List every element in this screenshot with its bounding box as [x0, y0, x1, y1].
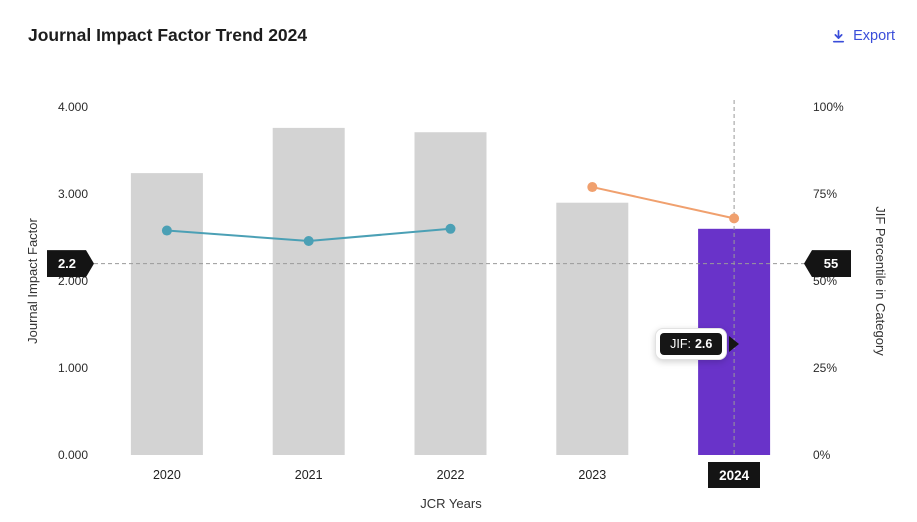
x-axis-title: JCR Years — [420, 496, 482, 511]
x-axis-tick-2022: 2022 — [437, 468, 465, 482]
left-axis-tick: 2.000 — [58, 274, 88, 288]
bar-2023[interactable] — [556, 202, 629, 455]
x-axis-tick-2021: 2021 — [295, 468, 323, 482]
tooltip-arrow — [729, 336, 740, 352]
right-axis-tick: 100% — [813, 100, 844, 114]
crosshair-jif-tag: 2.2 — [47, 250, 94, 277]
right-axis-tick: 50% — [813, 274, 837, 288]
left-axis-tick: 4.000 — [58, 100, 88, 114]
left-axis-tick: 0.000 — [58, 448, 88, 462]
left-axis-title: Journal Impact Factor — [25, 217, 40, 343]
jif-percentile-2020-2022-point-2021[interactable] — [303, 235, 314, 246]
bar-2021[interactable] — [272, 127, 345, 455]
left-axis-tick: 1.000 — [58, 361, 88, 375]
jif-percentile-2023-2024-point-2024[interactable] — [729, 213, 740, 224]
jif-percentile-2020-2022-point-2022[interactable] — [445, 223, 456, 234]
tooltip-pill: JIF: 2.6 — [660, 333, 723, 355]
jif-percentile-2023-2024-line — [592, 186, 735, 220]
tooltip-value: 2.6 — [694, 337, 713, 351]
jif-percentile-2023-2024-point-2023[interactable] — [587, 182, 598, 193]
bar-2020[interactable] — [130, 173, 203, 455]
tooltip-label: JIF: — [670, 337, 691, 351]
bar-2022[interactable] — [414, 132, 487, 456]
right-axis-tick: 0% — [813, 448, 831, 462]
chart-tooltip: JIF: 2.6 — [655, 328, 740, 360]
right-axis-tick: 75% — [813, 187, 837, 201]
x-axis-tick-2020: 2020 — [153, 468, 181, 482]
export-label: Export — [853, 28, 895, 44]
right-axis-tick: 25% — [813, 361, 837, 375]
crosshair-year-tag: 2024 — [708, 462, 761, 488]
left-axis-tick: 3.000 — [58, 187, 88, 201]
download-icon — [833, 29, 845, 42]
x-axis-tick-2023: 2023 — [578, 468, 606, 482]
jif-percentile-2020-2022-point-2020[interactable] — [161, 225, 172, 236]
right-axis-title: JIF Percentile in Category — [873, 206, 888, 356]
export-button[interactable]: Export — [829, 24, 897, 48]
page-title: Journal Impact Factor Trend 2024 — [28, 25, 308, 45]
crosshair-percentile-tag: 55 — [804, 250, 851, 278]
